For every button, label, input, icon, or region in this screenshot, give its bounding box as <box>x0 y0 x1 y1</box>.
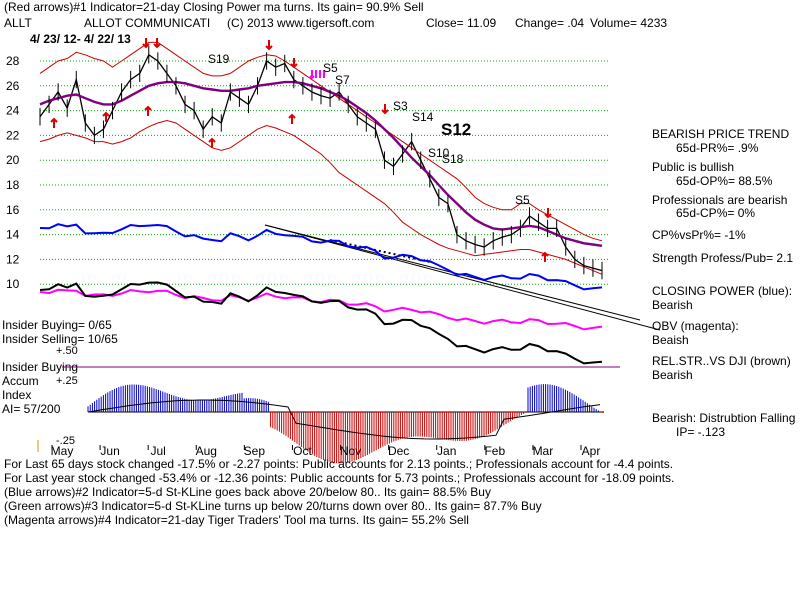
trend-line-2 <box>264 224 661 331</box>
indicator-lines <box>39 223 603 365</box>
ip-value: IP= -.123 <box>676 425 725 439</box>
cpvspr-value: CP%vsPr%= -1% <box>652 228 746 242</box>
y-tick-12: 12 <box>6 252 20 266</box>
red-down-arrow <box>381 104 389 115</box>
x-tick-aug: Aug <box>196 444 217 458</box>
date-range: 4/ 23/ 12- 4/ 22/ 13 <box>30 32 131 46</box>
insider-buying-count: Insider Buying= 0/65 <box>2 318 112 332</box>
y-tick-10: 10 <box>6 277 20 291</box>
relstr-line <box>39 281 603 365</box>
red-up-arrow <box>144 105 152 116</box>
closing-power-label: CLOSING POWER (blue): <box>652 284 792 298</box>
x-tick-jan: Jan <box>437 444 456 458</box>
closing-power-line <box>39 223 603 291</box>
closing-power-value: Bearish <box>652 298 693 312</box>
red-up-arrow <box>288 113 296 124</box>
series-lower-band <box>39 119 603 275</box>
obv-value: Beaish <box>652 333 689 347</box>
red-down-arrow <box>153 38 161 49</box>
footer-line-1: For Last 65 days stock changed -17.5% or… <box>4 457 673 471</box>
relstr-label: REL.STR..VS DJI (brown) <box>652 354 791 368</box>
public-bullish: Public is bullish <box>652 160 734 174</box>
obv-label: OBV (magenta): <box>652 319 739 333</box>
accumulation-histogram <box>87 384 604 464</box>
red-up-arrow <box>102 111 110 122</box>
magenta-arrows <box>309 70 325 80</box>
footer-line-5: (Magenta arrows)#4 Indicator=21-day Tige… <box>4 513 469 527</box>
y-tick-24: 24 <box>6 104 20 118</box>
annotation-s5: S5 <box>323 61 338 75</box>
y-tick-28: 28 <box>6 54 20 68</box>
ai-value: AI= 57/200 <box>2 402 61 416</box>
annotation-s10: S10 <box>428 146 450 160</box>
x-tick-oct: Oct <box>293 444 312 458</box>
header-line1: (Red arrows)#1 Indicator=21-day Closing … <box>4 0 424 14</box>
pr-value: 65d-PR%= .9% <box>676 141 759 155</box>
insider-selling-count: Insider Selling= 10/65 <box>2 332 118 346</box>
month-axis: May Jun Jul Aug Sep Oct Nov Dec Jan Feb Mar Apr <box>51 444 601 458</box>
y-tick-14: 14 <box>6 228 20 242</box>
trend-title: BEARISH PRICE TREND <box>652 127 789 141</box>
price-y-axis: 28 26 24 22 20 18 16 14 12 10 <box>6 54 20 291</box>
footer-line-2: For Last year stock changed -53.4% or -1… <box>4 471 674 485</box>
x-tick-feb: Feb <box>484 444 505 458</box>
red-down-arrow <box>265 40 273 51</box>
series-upper-band <box>39 41 603 242</box>
y-tick-20: 20 <box>6 153 20 167</box>
red-up-arrow <box>208 137 216 148</box>
accum-tick-plus50: +.50 <box>56 345 78 357</box>
accum-label: Accum <box>2 374 39 388</box>
x-tick-nov: Nov <box>340 444 361 458</box>
dotted-trend-line <box>329 239 431 263</box>
accum-ma-line <box>87 399 601 440</box>
accum-tick-plus25: +.25 <box>56 375 78 387</box>
x-tick-jun: Jun <box>100 444 119 458</box>
change-value: Change= .04 <box>515 16 584 30</box>
footer-line-4: (Green arrows)#3 Indicator=5-d St-KLine … <box>4 499 542 513</box>
close-value: Close= 11.09 <box>426 16 496 30</box>
x-tick-mar: Mar <box>533 444 554 458</box>
x-tick-jul: Jul <box>151 444 166 458</box>
red-down-arrow <box>142 38 150 49</box>
y-tick-26: 26 <box>6 79 20 93</box>
annotation-s5b: S5 <box>515 193 530 207</box>
company-name: ALLOT COMMUNICATI <box>84 16 210 30</box>
series-21-day-ma <box>39 80 603 247</box>
annotation-s12: S12 <box>441 120 471 139</box>
footer-line-3: (Blue arrows)#2 Indicator=5-d St-KLine g… <box>4 485 491 499</box>
red-down-arrow <box>544 208 552 219</box>
volume-value: Volume= 4233 <box>590 16 667 30</box>
red-up-arrow <box>50 117 58 128</box>
x-tick-dec: Dec <box>388 444 409 458</box>
red-up-arrow <box>541 251 549 262</box>
y-tick-22: 22 <box>6 128 20 142</box>
price-series <box>39 41 603 280</box>
obv-line <box>39 288 603 331</box>
price-gridlines <box>40 60 610 285</box>
signal-arrows <box>50 38 552 262</box>
pros-bearish: Professionals are bearish <box>652 193 787 207</box>
cp-value: 65d-CP%= 0% <box>676 206 755 220</box>
op-value: 65d-OP%= 88.5% <box>676 174 773 188</box>
index-label: Index <box>2 388 31 402</box>
x-tick-apr: Apr <box>582 444 601 458</box>
x-tick-sep: Sep <box>244 444 266 458</box>
ticker: ALLT <box>4 16 32 30</box>
annotation-s14: S14 <box>412 110 434 124</box>
strength-value: Strength Profess/Pub= 2.1 <box>652 251 793 265</box>
distribution-label: Bearish: Distrubtion Falling <box>652 411 795 425</box>
relstr-value: Bearish <box>652 368 693 382</box>
accum-tick-minus25: -.25 <box>56 435 75 447</box>
y-tick-18: 18 <box>6 178 20 192</box>
red-down-arrow <box>290 58 298 69</box>
annotation-s19: S19 <box>208 52 230 66</box>
annotation-s7: S7 <box>335 73 350 87</box>
annotation-s18: S18 <box>442 152 464 166</box>
copyright: (C) 2013 www.tigersoft.com <box>227 16 374 30</box>
y-tick-16: 16 <box>6 203 20 217</box>
insider-buying-label: Insider Buying <box>2 360 78 374</box>
annotation-s3: S3 <box>393 99 408 113</box>
x-tick-may: May <box>51 444 74 458</box>
